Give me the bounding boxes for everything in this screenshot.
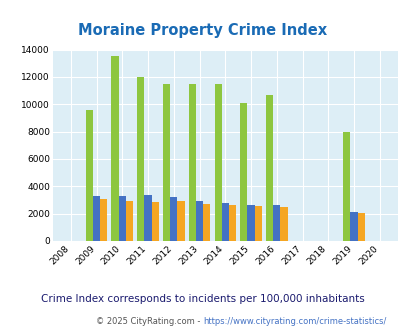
Bar — [177, 201, 184, 241]
Bar — [254, 206, 261, 241]
Text: © 2025 CityRating.com -: © 2025 CityRating.com - — [96, 317, 202, 326]
Bar — [214, 84, 221, 241]
Text: © 2025 CityRating.com - https://www.cityrating.com/crime-statistics/: © 2025 CityRating.com - https://www.city… — [58, 317, 347, 326]
Bar — [202, 204, 210, 241]
Text: Moraine Property Crime Index: Moraine Property Crime Index — [78, 23, 327, 38]
Bar — [280, 208, 287, 241]
Text: Crime Index corresponds to incidents per 100,000 inhabitants: Crime Index corresponds to incidents per… — [41, 294, 364, 304]
Bar — [188, 84, 196, 241]
Bar — [100, 199, 107, 241]
Bar — [162, 84, 170, 241]
Text: https://www.cityrating.com/crime-statistics/: https://www.cityrating.com/crime-statist… — [202, 317, 386, 326]
Bar — [170, 197, 177, 241]
Bar — [273, 205, 280, 241]
Bar — [137, 77, 144, 241]
Bar — [151, 202, 158, 241]
Bar — [357, 213, 364, 241]
Bar — [111, 56, 118, 241]
Bar — [85, 110, 93, 241]
Bar — [350, 212, 357, 241]
Bar — [221, 203, 228, 241]
Bar — [126, 201, 133, 241]
Text: © 2025 CityRating.com - https://www.cityrating.com/crime-statistics/: © 2025 CityRating.com - https://www.city… — [58, 317, 347, 326]
Bar — [118, 196, 126, 241]
Bar — [247, 205, 254, 241]
Bar — [343, 132, 350, 241]
Bar — [265, 95, 273, 241]
Bar — [228, 205, 236, 241]
Bar — [93, 196, 100, 241]
Bar — [240, 103, 247, 241]
Bar — [144, 195, 151, 241]
Bar — [196, 201, 202, 241]
